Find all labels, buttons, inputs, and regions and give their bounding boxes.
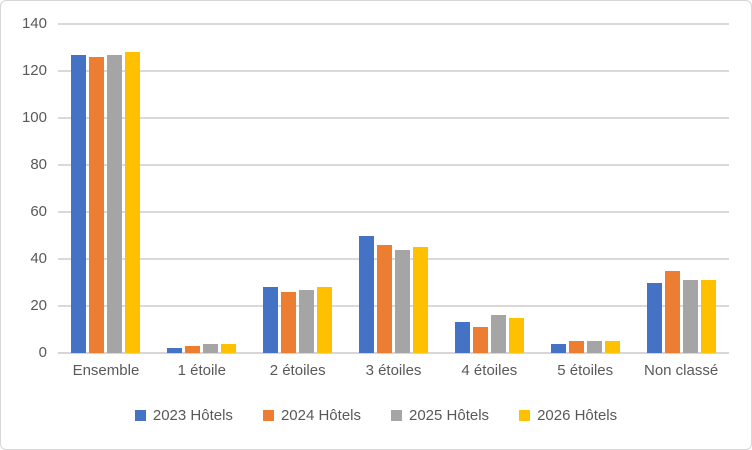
bar [700,280,716,353]
bar [263,287,279,353]
gridline [58,23,729,25]
y-tick-label: 0 [38,344,47,361]
bar [454,322,470,353]
bar-group-3 [250,24,346,353]
legend-item: 2024 Hôtels [262,406,361,424]
bar [664,270,680,353]
legend: 2023 Hôtels 2024 Hôtels 2025 Hôtels 2026 Hô… [1,403,751,427]
bar [377,244,392,353]
bar [167,348,183,353]
legend-item: 2023 Hôtels [134,406,233,424]
bar-group-1 [58,24,154,353]
y-tick-label: 60 [30,203,47,220]
y-tick-label: 120 [21,62,47,79]
plot-area [58,23,729,354]
legend-label: 2023 Hôtels [152,406,233,424]
gridline [58,258,729,260]
legend-item: 2026 Hôtels [519,407,617,424]
gridline [58,70,729,72]
bar-group-2 [154,24,250,353]
y-tick-label: 40 [30,250,47,267]
legend-swatch-icon [262,409,274,421]
bar-group-4 [346,24,442,353]
bar [508,317,524,353]
gridline [58,305,729,307]
x-axis-line [58,352,729,354]
bar [203,343,219,353]
bar [490,315,506,353]
bar [281,291,297,353]
bar [299,289,315,353]
x-axis: Ensemble 1 étoile 2 étoiles 3 étoiles 4 étoi… [58,362,729,384]
y-tick-label: 140 [21,15,47,32]
bar-group-5 [441,24,537,353]
x-category-label: 4 étoiles [461,362,518,379]
bar [395,249,410,353]
gridline [58,117,729,119]
y-tick-label: 100 [21,109,47,126]
x-category-label: Non classé [643,362,719,379]
bar-groups [58,24,729,353]
bar [359,235,374,353]
bar [71,54,87,353]
legend-swatch-icon [134,409,146,421]
bar [568,341,584,353]
legend-label: 2026 Hôtels [537,406,618,424]
bar-group-6 [537,24,633,353]
bar [107,54,123,353]
x-category-label: 5 étoiles [557,362,614,379]
bar [413,247,428,353]
bar [185,345,201,353]
bar [604,341,620,353]
x-category-label: 3 étoiles [365,362,422,379]
legend-label: 2024 Hôtels [280,406,361,424]
y-tick-label: 20 [30,297,47,314]
bar [682,280,698,353]
gridline [58,211,729,213]
bar [125,52,141,353]
bar [221,343,237,353]
bar [472,327,488,353]
x-category-label: 2 étoiles [269,362,326,379]
legend-swatch-icon [391,409,402,421]
bar [646,282,662,353]
legend-swatch-icon [519,409,531,421]
legend-item: 2025 Hôtels [391,407,489,424]
bar [89,56,105,353]
legend-label: 2025 Hôtels [409,406,490,424]
x-category-label: 1 étoile [177,362,226,379]
gridline [58,164,729,166]
bar-group-7 [633,24,729,353]
x-category-label: Ensemble [72,362,140,379]
bar [317,287,333,353]
bar [550,343,566,353]
bar [586,341,602,353]
y-tick-label: 80 [30,156,47,173]
